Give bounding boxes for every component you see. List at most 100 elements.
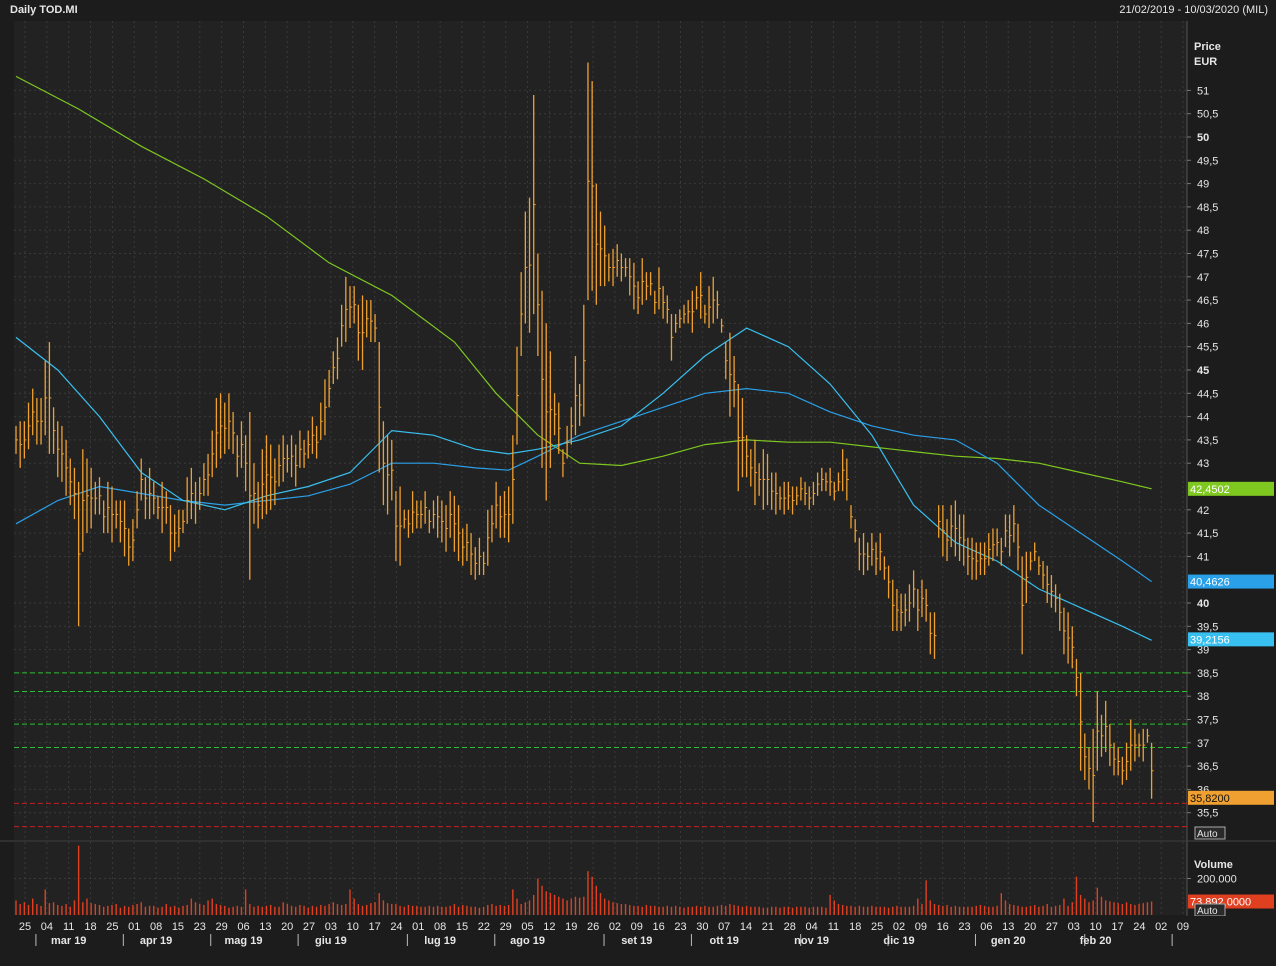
y-tick-label: 44 [1197, 412, 1209, 424]
x-day-label: 13 [259, 921, 271, 933]
x-day-label: 23 [674, 921, 686, 933]
x-day-label: 17 [368, 921, 380, 933]
value-badge-label: 40,4626 [1190, 577, 1230, 589]
x-day-label: 06 [237, 921, 249, 933]
volume-scale-label: 200.000 [1197, 874, 1237, 886]
value-badge [1188, 574, 1274, 589]
x-day-label: 17 [1111, 921, 1123, 933]
x-day-label: 24 [390, 921, 402, 933]
value-badge [1188, 481, 1274, 496]
x-day-label: 23 [958, 921, 970, 933]
x-day-label: 21 [762, 921, 774, 933]
price-panel [14, 21, 1187, 840]
y-tick-label: 39 [1197, 645, 1209, 657]
x-day-label: 04 [41, 921, 53, 933]
y-tick-label: 49,5 [1197, 155, 1218, 167]
y-tick-label: 50,5 [1197, 109, 1218, 121]
x-day-label: 03 [325, 921, 337, 933]
y-tick-label: 35,5 [1197, 808, 1218, 820]
moving-average-green [15, 75, 1152, 490]
y-tick-label: 38 [1197, 691, 1209, 703]
x-day-label: 10 [347, 921, 359, 933]
x-day-label: 02 [1155, 921, 1167, 933]
x-day-label: 05 [521, 921, 533, 933]
x-day-label: 02 [609, 921, 621, 933]
y-tick-label: 46,5 [1197, 295, 1218, 307]
date-range: 21/02/2019 - 10/03/2020 (MIL) [1119, 4, 1268, 16]
y-tick-label: 47,5 [1197, 249, 1218, 261]
volume-auto-scale-button-label: Auto [1197, 906, 1218, 917]
x-day-label: 01 [412, 921, 424, 933]
y-tick-label: 37 [1197, 738, 1209, 750]
x-day-label: 25 [19, 921, 31, 933]
y-tick-label: 45 [1197, 365, 1209, 377]
x-day-label: 09 [1177, 921, 1189, 933]
y-tick-label: 49 [1197, 179, 1209, 191]
x-day-label: 27 [1046, 921, 1058, 933]
moving-average-blue2 [15, 327, 1152, 641]
y-tick-label: 41,5 [1197, 528, 1218, 540]
y-tick-label: 43 [1197, 458, 1209, 470]
x-day-label: 08 [150, 921, 162, 933]
x-month-label: dic 19 [883, 935, 914, 947]
y-tick-label: 38,5 [1197, 668, 1218, 680]
x-day-label: 19 [565, 921, 577, 933]
x-day-label: 04 [805, 921, 817, 933]
x-day-label: 29 [500, 921, 512, 933]
x-day-label: 15 [456, 921, 468, 933]
chart-title: Daily TOD.MI [10, 4, 78, 16]
x-day-label: 03 [1068, 921, 1080, 933]
x-month-label: apr 19 [140, 935, 172, 947]
y-tick-label: 37,5 [1197, 715, 1218, 727]
y-tick-label: 48,5 [1197, 202, 1218, 214]
x-day-label: 16 [653, 921, 665, 933]
x-month-label: gen 20 [991, 935, 1026, 947]
auto-scale-button[interactable] [1194, 826, 1226, 840]
x-day-label: 29 [216, 921, 228, 933]
y-tick-label: 42 [1197, 505, 1209, 517]
x-day-label: 26 [587, 921, 599, 933]
x-day-label: 07 [718, 921, 730, 933]
x-day-label: 16 [937, 921, 949, 933]
x-day-label: 02 [893, 921, 905, 933]
x-day-label: 11 [63, 921, 74, 933]
x-day-label: 20 [281, 921, 293, 933]
x-axis-area [0, 916, 1276, 966]
currency-label: EUR [1194, 56, 1217, 68]
y-tick-label: 39,5 [1197, 621, 1218, 633]
x-month-label: feb 20 [1080, 935, 1112, 947]
x-day-label: 25 [871, 921, 883, 933]
y-tick-label: 45,5 [1197, 342, 1218, 354]
x-month-label: ott 19 [710, 935, 739, 947]
x-month-label: lug 19 [424, 935, 456, 947]
value-badge [1188, 790, 1274, 805]
y-tick-label: 41 [1197, 551, 1209, 563]
value-badge [1188, 632, 1274, 647]
x-day-label: 25 [106, 921, 118, 933]
y-tick-label: 51 [1197, 85, 1209, 97]
x-day-label: 30 [696, 921, 708, 933]
y-tick-label: 48 [1197, 225, 1209, 237]
x-day-label: 27 [303, 921, 315, 933]
y-tick-label: 43,5 [1197, 435, 1218, 447]
value-badge-label: 42,4502 [1190, 484, 1230, 496]
value-badge-label: 39,2156 [1190, 634, 1230, 646]
x-day-label: 14 [740, 921, 752, 933]
y-tick-label: 46 [1197, 318, 1209, 330]
x-month-label: mar 19 [51, 935, 86, 947]
x-month-label: giu 19 [315, 935, 347, 947]
x-day-label: 08 [434, 921, 446, 933]
x-day-label: 23 [194, 921, 206, 933]
x-day-label: 18 [84, 921, 96, 933]
x-day-label: 01 [128, 921, 140, 933]
x-month-label: set 19 [621, 935, 652, 947]
y-tick-label: 44,5 [1197, 388, 1218, 400]
volume-axis-title: Volume [1194, 859, 1233, 871]
x-day-label: 13 [1002, 921, 1014, 933]
x-day-label: 18 [849, 921, 861, 933]
x-month-label: mag 19 [225, 935, 263, 947]
x-day-label: 10 [1090, 921, 1102, 933]
y-tick-label: 50 [1197, 132, 1209, 144]
